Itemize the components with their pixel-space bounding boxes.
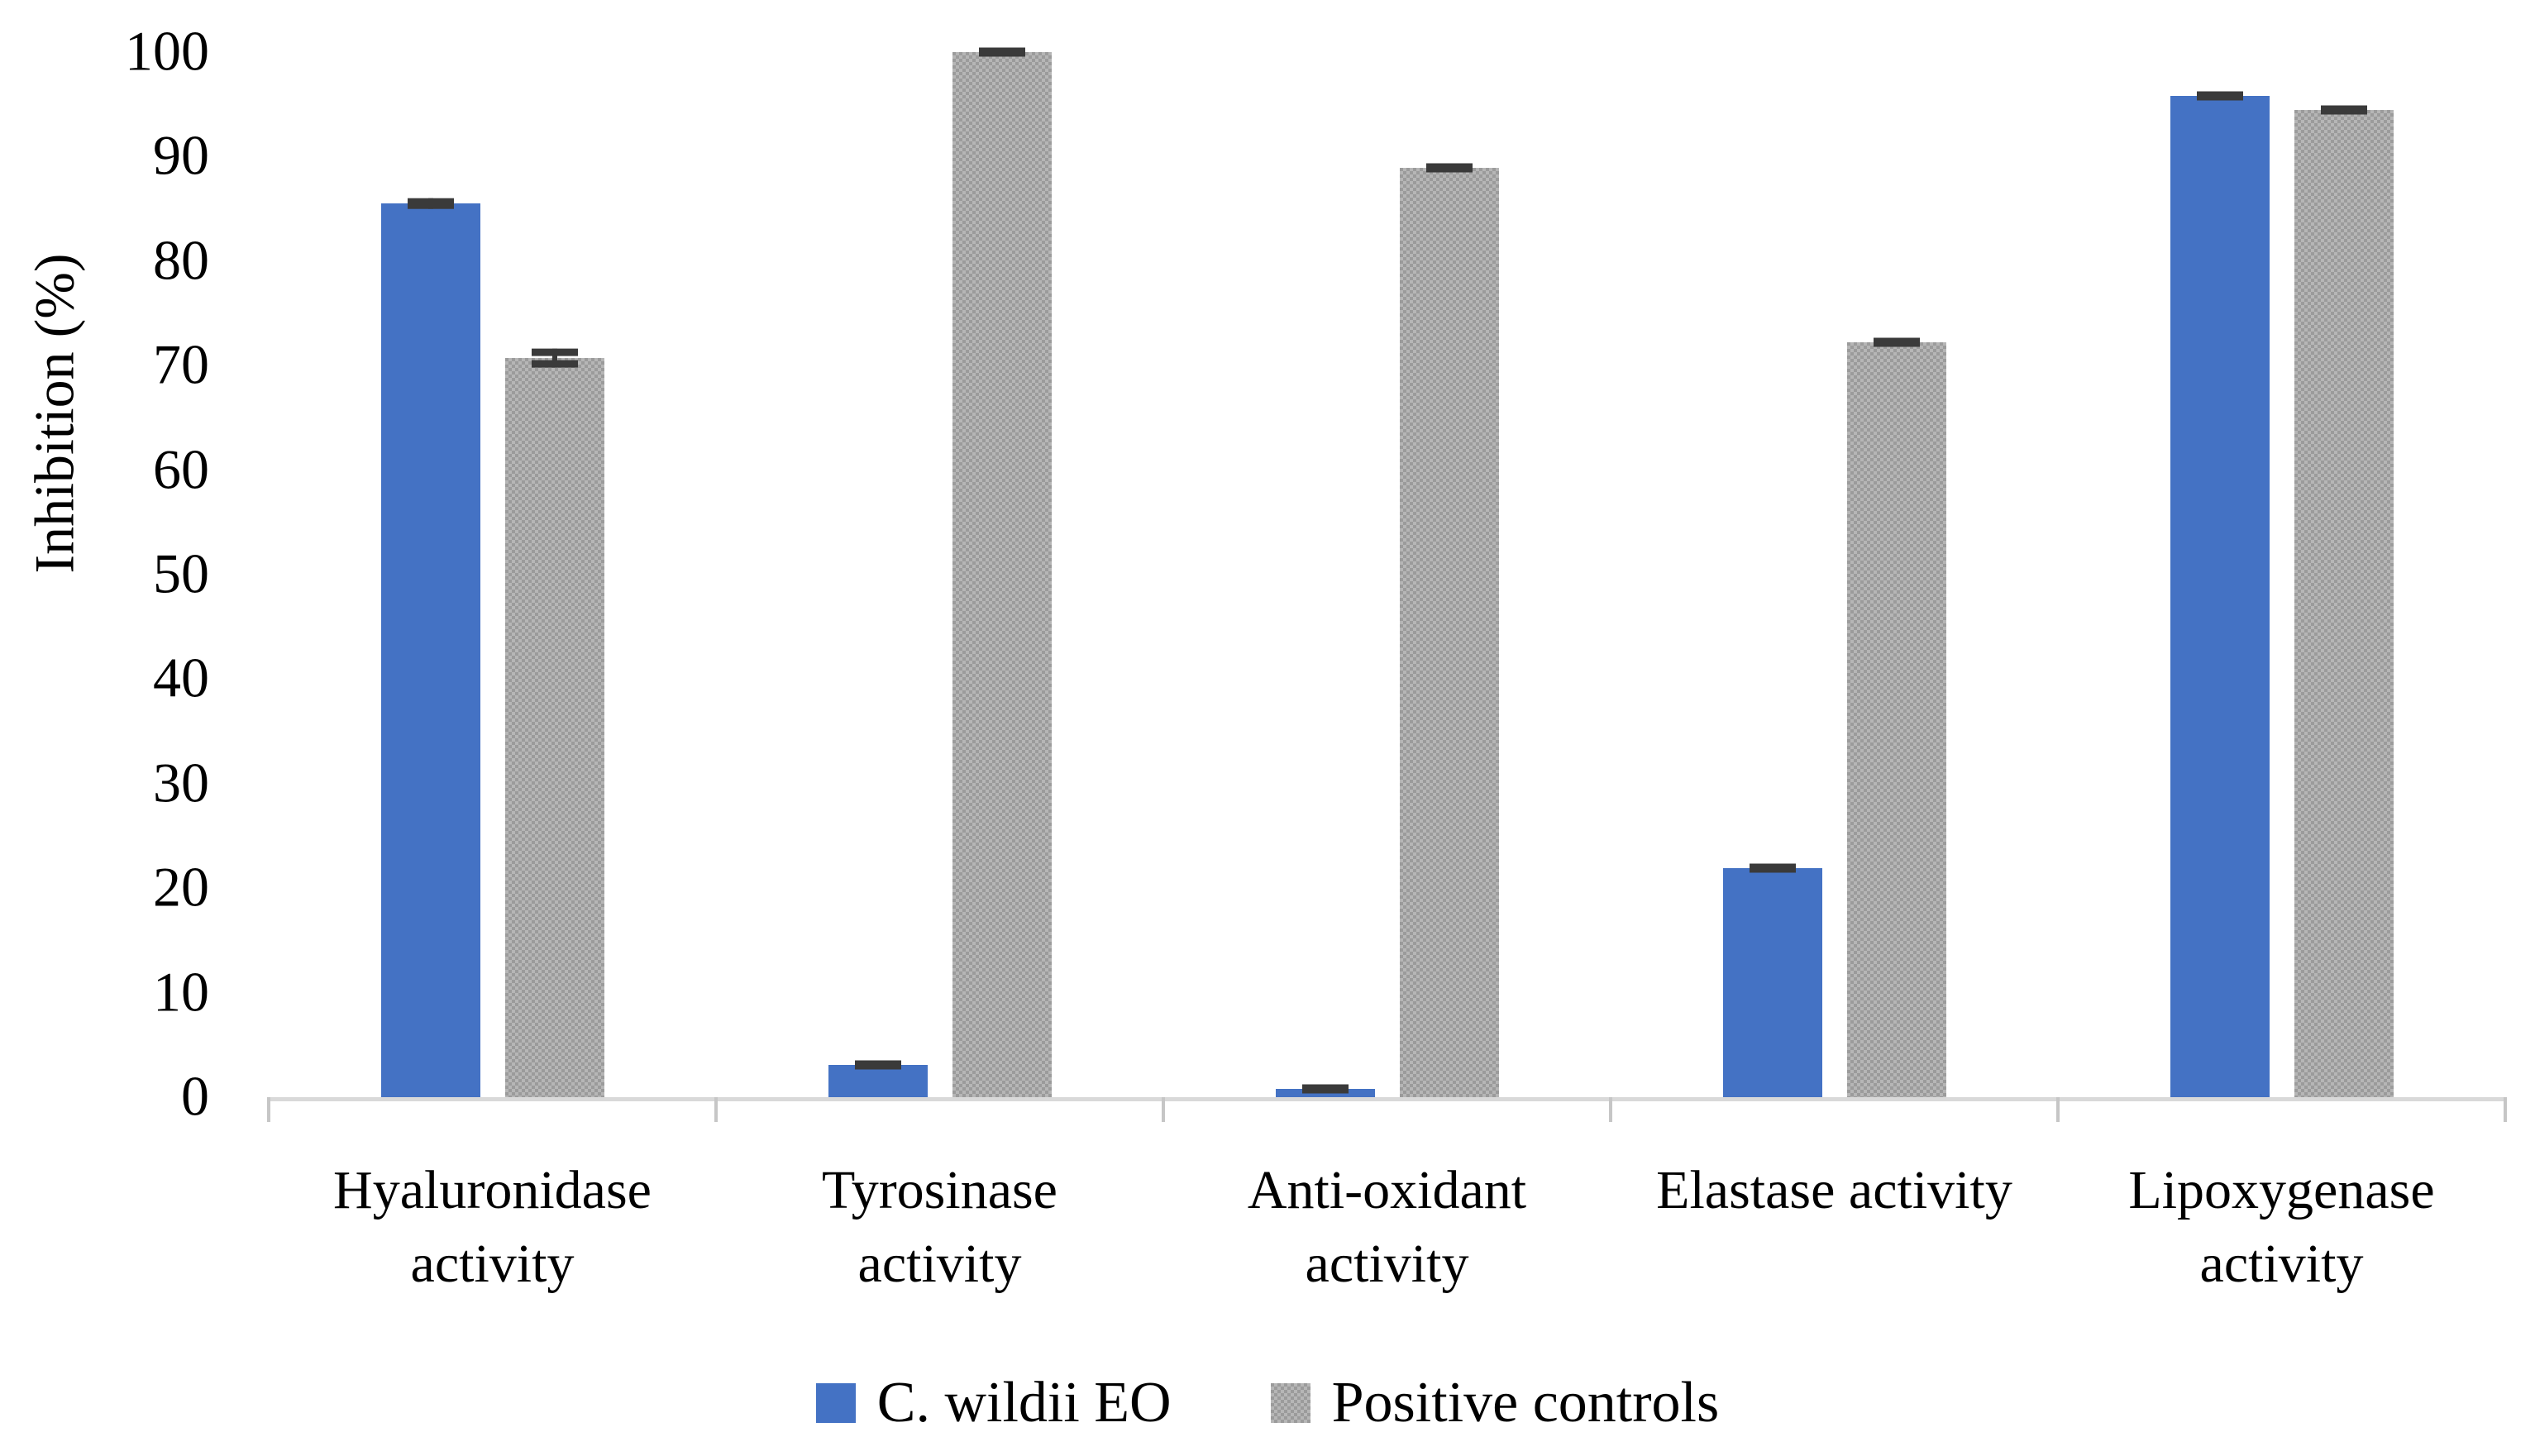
x-axis-tick (267, 1097, 270, 1122)
legend-item: C. wildii EO (815, 1371, 1172, 1435)
category-label: Tyrosinase activity (822, 1160, 1057, 1295)
bar-group (1611, 52, 2058, 1097)
bar-group (716, 47, 1163, 1097)
y-tick-label: 90 (153, 124, 209, 188)
error-bar (1873, 337, 1920, 347)
x-axis-tick (2056, 1097, 2060, 1122)
x-axis-tick (1609, 1097, 1612, 1122)
error-bar (531, 349, 578, 368)
legend-label: C. wildii EO (876, 1371, 1172, 1435)
y-axis-title: Inhibition (%) (22, 253, 86, 574)
bar-positive-controls (504, 349, 604, 1097)
category-labels: Hyaluronidase activity Tyrosinase activity A… (269, 1153, 2505, 1301)
bar-positive-controls (2294, 105, 2394, 1097)
error-bar-cap-bottom (531, 360, 578, 368)
error-bar-cap-bottom (1301, 1086, 1349, 1094)
legend: C. wildii EO Positive controls (0, 1374, 2535, 1432)
bar-c-wildii-eo (380, 198, 480, 1097)
x-axis-tick (714, 1097, 718, 1122)
x-axis-tick (1162, 1097, 1165, 1122)
legend-swatch (815, 1383, 856, 1423)
error-bar-cap-bottom (407, 201, 454, 209)
category-label: Lipoxygenase activity (2128, 1160, 2435, 1295)
y-tick-label: 30 (153, 751, 209, 814)
error-bar (1425, 163, 1473, 173)
y-tick-label: 10 (153, 960, 209, 1024)
y-tick-label: 40 (153, 647, 209, 710)
error-bar (2196, 91, 2243, 101)
category-label: Anti-oxidant activity (1247, 1160, 1527, 1295)
category-label: Hyaluronidase activity (333, 1160, 652, 1295)
x-axis-tick (2504, 1097, 2507, 1122)
plot-area (267, 47, 2507, 1122)
error-bar-cap-bottom (2320, 107, 2367, 114)
bar-group (2058, 52, 2505, 1097)
bar-group (269, 52, 716, 1097)
y-tick-label: 100 (125, 19, 209, 83)
y-tick-label: 80 (153, 228, 209, 292)
y-tick-label: 70 (153, 332, 209, 396)
error-bar-cap-top (531, 349, 578, 357)
y-tick-label: 20 (153, 855, 209, 919)
error-bar (407, 198, 454, 209)
error-bar-cap-bottom (854, 1062, 901, 1070)
error-bar (1749, 863, 1796, 873)
bar-c-wildii-eo (1722, 863, 1822, 1097)
legend-item: Positive controls (1270, 1371, 1720, 1435)
y-tick-label: 60 (153, 437, 209, 501)
category-label: Elastase activity (1656, 1160, 2012, 1220)
bar-positive-controls (1846, 337, 1946, 1097)
error-bar (854, 1060, 901, 1070)
legend-label: Positive controls (1331, 1371, 1720, 1435)
bar-c-wildii-eo (2170, 91, 2270, 1097)
error-bar-stem (551, 349, 557, 368)
legend-swatch (1270, 1383, 1310, 1423)
bar-positive-controls (952, 47, 1052, 1097)
error-bar-cap-bottom (1873, 339, 1920, 347)
bar-c-wildii-eo (828, 1060, 928, 1097)
y-tick-label: 0 (181, 1064, 209, 1128)
error-bar (978, 47, 1025, 57)
error-bar-cap-bottom (1425, 165, 1473, 173)
error-bar-cap-bottom (978, 49, 1025, 57)
y-tick-label: 50 (153, 542, 209, 605)
bar-positive-controls (1399, 163, 1499, 1097)
bar-c-wildii-eo (1275, 1084, 1375, 1097)
error-bar (1301, 1084, 1349, 1094)
error-bar (2320, 105, 2367, 114)
bar-groups (269, 47, 2505, 1097)
error-bar-cap-bottom (1749, 865, 1796, 873)
error-bar-cap-bottom (2196, 93, 2243, 101)
bar-group (1163, 52, 1611, 1097)
